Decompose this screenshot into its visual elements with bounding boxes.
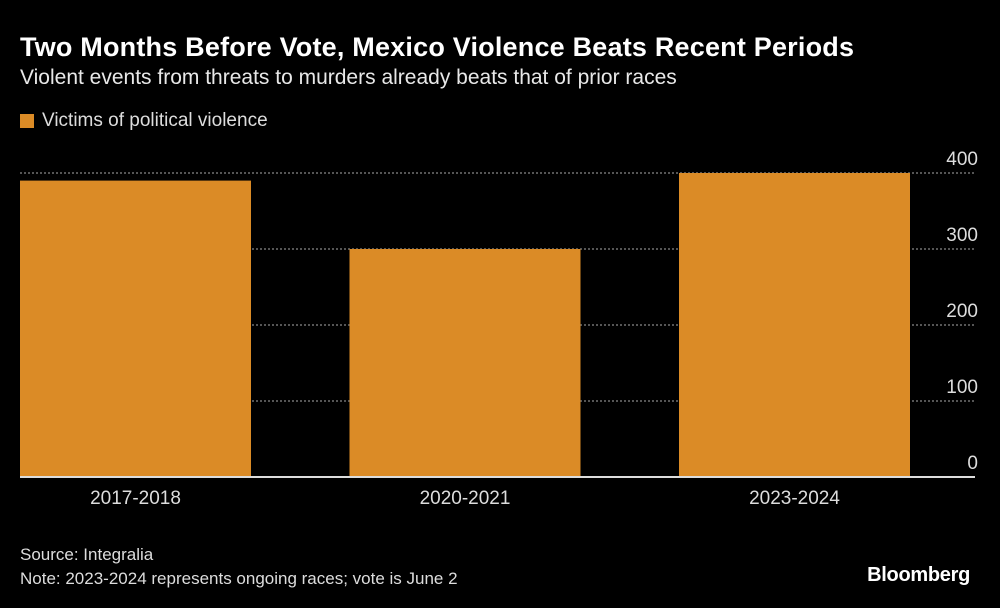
chart-subtitle: Violent events from threats to murders a… (20, 66, 677, 89)
x-tick-label: 2017-2018 (90, 488, 181, 509)
chart-title: Two Months Before Vote, Mexico Violence … (20, 32, 855, 62)
y-tick-label: 200 (946, 301, 978, 322)
y-tick-label: 0 (967, 453, 978, 474)
y-tick-label: 300 (946, 225, 978, 246)
x-tick-label: 2020-2021 (420, 488, 511, 509)
bar (349, 249, 581, 477)
y-tick-label: 100 (946, 377, 978, 398)
legend-label: Victims of political violence (42, 110, 268, 131)
bar (20, 180, 251, 477)
note-text: Note: 2023-2024 represents ongoing races… (20, 569, 458, 588)
bar (679, 173, 910, 477)
legend: Victims of political violence (20, 110, 268, 132)
y-tick-label: 400 (946, 149, 978, 170)
bloomberg-logo: Bloomberg (867, 564, 970, 586)
source-text: Source: Integralia (20, 545, 154, 564)
legend-swatch (20, 114, 34, 128)
x-tick-label: 2023-2024 (749, 488, 840, 509)
